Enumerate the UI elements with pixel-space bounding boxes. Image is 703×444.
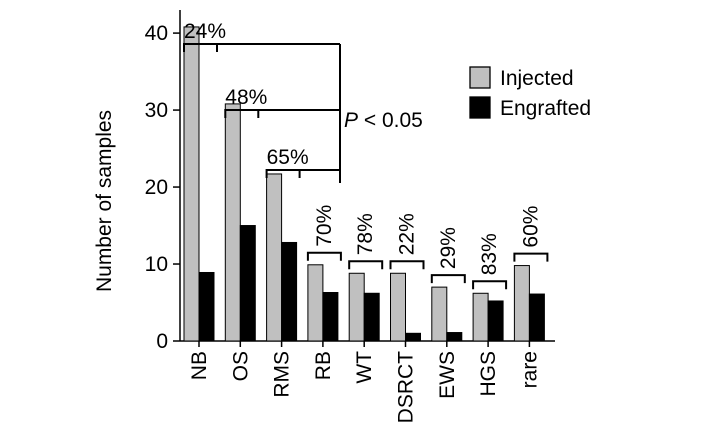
y-tick-label: 30 (145, 99, 168, 122)
axes: 0 10 20 30 40 NB OS RMS RB WT DSRCT EWS HGS rare (145, 10, 555, 423)
bracket-rb (306, 251, 342, 261)
bar-engrafted-rare (528, 293, 545, 342)
bracket-nb (183, 43, 218, 52)
bar-injected-hgs (472, 292, 489, 342)
bars (183, 26, 545, 342)
engraftment-label-ews: 29% (437, 227, 460, 269)
x-tick-label: DSRCT (395, 351, 418, 424)
bar-injected-os (224, 103, 241, 342)
bracket-hgs (472, 280, 508, 290)
legend-swatch-injected (469, 66, 491, 89)
engraftment-label-hgs: 83% (478, 233, 501, 275)
engraftment-label-dsrct: 22% (396, 213, 419, 255)
legend-label-engrafted: Engrafted (500, 97, 591, 120)
bar-injected-wt (348, 272, 365, 342)
bracket-rare (513, 252, 549, 262)
bracket-rms (265, 169, 301, 178)
x-tick-label: rare (518, 351, 541, 388)
x-tick-label: RB (312, 351, 335, 380)
bar-engrafted-rms (281, 241, 298, 342)
x-tick-label: NB (188, 351, 211, 380)
y-tick-label: 10 (145, 253, 168, 276)
engraftment-label-wt: 78% (354, 213, 377, 255)
bar-engrafted-rb (322, 292, 339, 342)
legend: Injected Engrafted (469, 66, 591, 120)
engraftment-label-rb: 70% (313, 205, 336, 247)
significance-threshold: < 0.05 (358, 109, 423, 132)
x-tick-label: WT (353, 351, 376, 384)
legend-label-injected: Injected (500, 67, 574, 90)
bar-engrafted-os (239, 225, 256, 342)
bar-injected-ews (431, 286, 448, 342)
engraftment-label-rms: 65% (267, 146, 309, 169)
significance-p: P (344, 109, 358, 132)
bar-engrafted-hgs (487, 300, 504, 342)
legend-swatch-engrafted (469, 96, 491, 119)
bar-engrafted-ews (446, 332, 463, 342)
bar-injected-dsrct (390, 272, 406, 342)
bracket-os (224, 109, 260, 118)
bar-injected-nb (183, 26, 200, 342)
significance-label: P < 0.05 (344, 109, 423, 132)
y-axis-label: Number of samples (93, 110, 116, 292)
engraftment-label-rare: 60% (519, 206, 542, 248)
x-tick-label: RMS (271, 351, 294, 398)
bar-injected-rare (513, 265, 530, 342)
bar-engrafted-wt (363, 292, 380, 342)
engraftment-label-nb: 24% (184, 20, 226, 43)
y-tick-label: 20 (145, 176, 168, 199)
x-tick-label: HGS (477, 351, 500, 397)
bracket-ews (430, 274, 466, 284)
x-tick-label: OS (229, 351, 252, 381)
bar-engrafted-nb (198, 271, 215, 342)
engraftment-label-os: 48% (225, 86, 267, 109)
bar-injected-rb (307, 264, 324, 342)
x-tick-label: EWS (436, 351, 459, 399)
brackets: 24% 48% 65% 70% 78% 22% 29% 83% 60% (183, 20, 549, 290)
y-tick-label: 40 (145, 22, 168, 45)
bracket-wt (348, 260, 384, 270)
bar-engrafted-dsrct (405, 332, 421, 342)
bracket-dsrct (389, 260, 425, 270)
bar-injected-rms (266, 173, 283, 342)
y-tick-label: 0 (156, 330, 168, 353)
